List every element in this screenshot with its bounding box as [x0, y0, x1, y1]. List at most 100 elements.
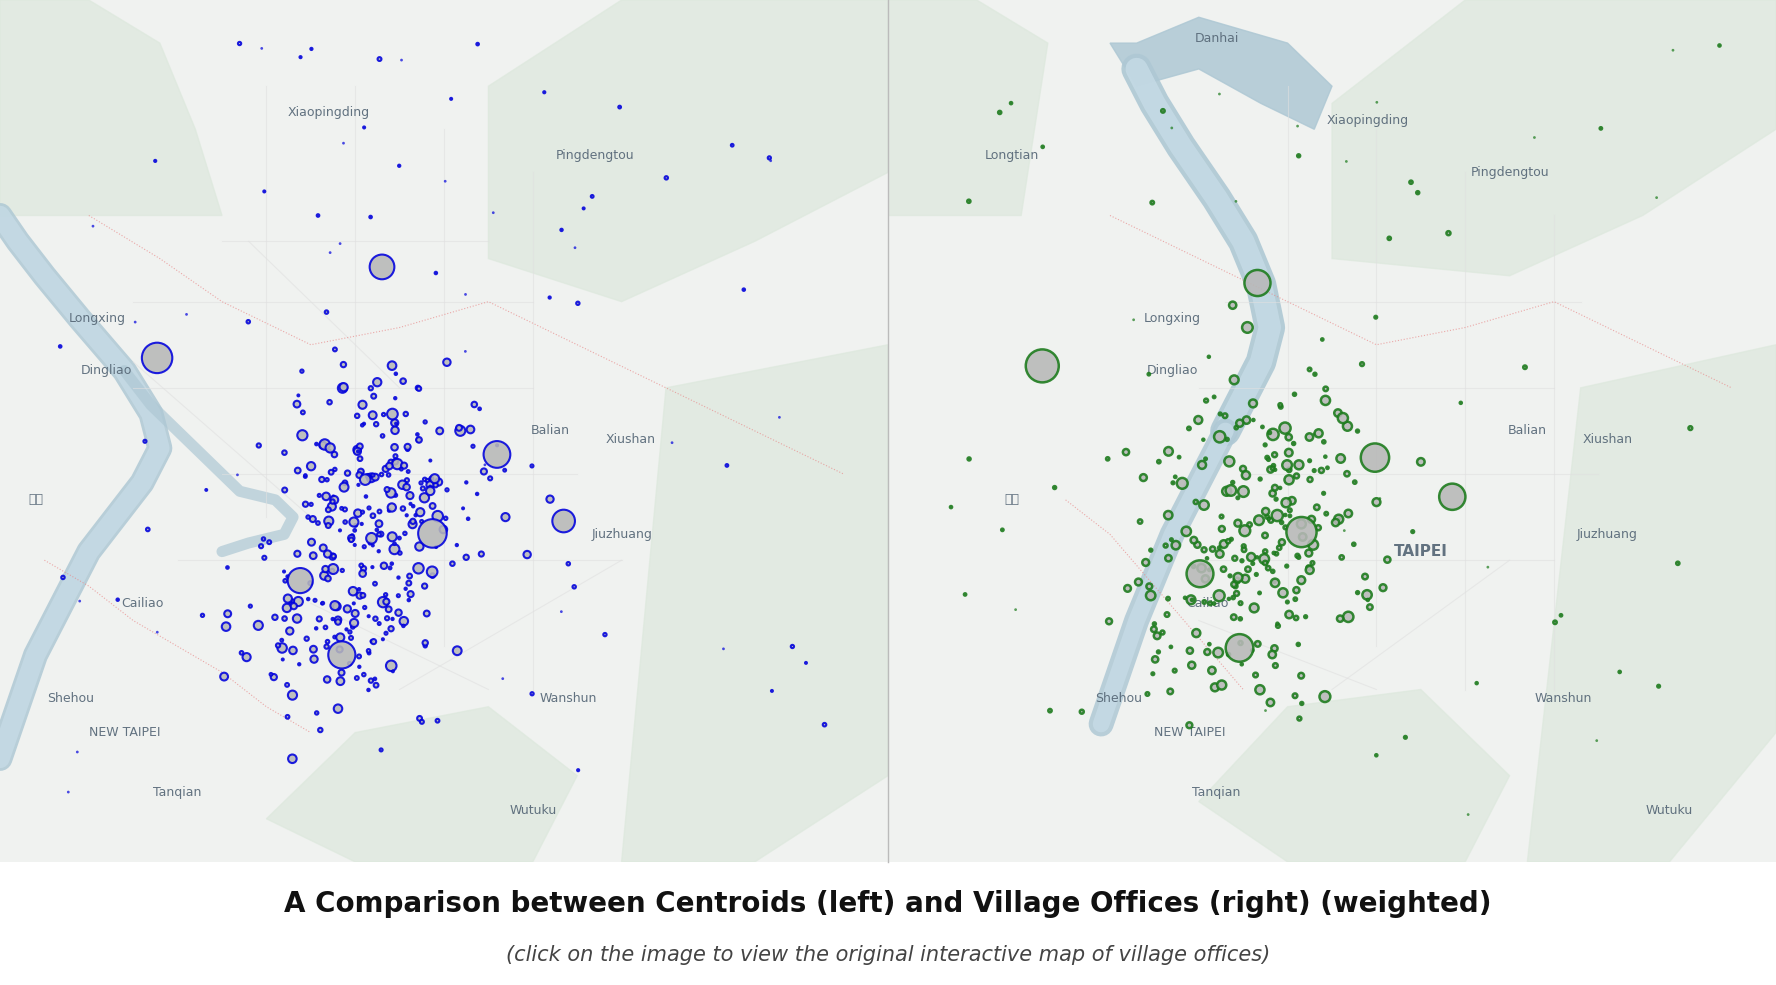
Point [1188, 457, 1217, 473]
Point [227, 645, 256, 661]
Point [426, 423, 455, 438]
Point [1455, 807, 1483, 822]
Point [1266, 480, 1295, 495]
Point [1220, 372, 1249, 388]
Point [313, 472, 341, 488]
Point [387, 461, 416, 477]
Point [1252, 503, 1280, 519]
Point [337, 630, 366, 646]
Point [1275, 429, 1304, 445]
Point [330, 514, 359, 530]
Point [1295, 429, 1323, 445]
Point [712, 458, 741, 474]
Point [1403, 185, 1431, 201]
Point [1664, 556, 1693, 571]
Point [1265, 618, 1293, 633]
Point [309, 437, 337, 453]
Point [1268, 514, 1296, 530]
Point [1321, 515, 1350, 531]
Point [1288, 572, 1316, 588]
Point [1192, 393, 1220, 409]
Point [297, 575, 325, 591]
Point [345, 581, 373, 597]
Point [1334, 505, 1362, 521]
Point [353, 468, 382, 484]
Point [275, 595, 304, 611]
Point [1257, 512, 1286, 528]
Point [398, 516, 426, 532]
Point [987, 522, 1016, 538]
Point [1144, 627, 1172, 643]
Point [1284, 118, 1312, 134]
Point [394, 441, 423, 457]
Text: Xiushan: Xiushan [1582, 433, 1632, 446]
Point [368, 467, 396, 483]
Point [378, 529, 407, 545]
Point [247, 539, 275, 555]
Point [1295, 453, 1323, 469]
Point [1229, 539, 1257, 555]
Polygon shape [266, 707, 577, 862]
Point [330, 480, 359, 495]
Point [297, 534, 325, 550]
Point [274, 709, 302, 725]
Point [392, 480, 421, 495]
Point [792, 655, 821, 671]
Point [1352, 568, 1380, 584]
Point [1225, 640, 1254, 656]
Point [1195, 349, 1224, 364]
Point [1268, 535, 1296, 551]
Point [1177, 592, 1206, 608]
Point [1265, 540, 1293, 556]
Point [313, 672, 341, 688]
Point [1146, 454, 1174, 470]
Point [1302, 499, 1330, 515]
Point [297, 41, 325, 57]
Point [375, 458, 403, 474]
Point [78, 219, 107, 234]
Point [1259, 458, 1288, 474]
Point [1275, 445, 1304, 461]
Point [357, 209, 385, 225]
Point [369, 594, 398, 610]
Point [1323, 405, 1352, 421]
Point [339, 514, 368, 530]
Point [1218, 475, 1247, 491]
Point [1288, 524, 1316, 540]
Point [355, 645, 384, 661]
Point [1188, 560, 1217, 576]
Point [364, 527, 392, 543]
Point [373, 594, 401, 610]
Point [337, 532, 366, 548]
Point [469, 464, 497, 480]
Point [233, 649, 261, 665]
Polygon shape [488, 0, 888, 301]
Point [480, 205, 508, 221]
Text: 水稏: 水稏 [28, 493, 43, 506]
Point [1280, 591, 1309, 607]
Point [1256, 425, 1284, 440]
Text: (click on the image to view the original interactive map of village offices): (click on the image to view the original… [506, 946, 1270, 965]
Point [1177, 592, 1206, 608]
Point [1259, 545, 1288, 560]
Point [270, 563, 298, 579]
Point [1227, 595, 1256, 611]
Point [606, 99, 634, 115]
Point [437, 91, 465, 106]
Point [417, 526, 446, 542]
Point [1158, 532, 1186, 548]
Point [391, 581, 419, 597]
Point [535, 290, 563, 305]
Point [316, 464, 345, 480]
Point [554, 556, 583, 571]
Point [323, 597, 352, 613]
Point [1362, 748, 1391, 763]
Point [320, 561, 348, 577]
Point [407, 475, 435, 491]
Point [464, 36, 492, 52]
Point [1218, 590, 1247, 606]
Point [320, 549, 348, 564]
Point [339, 596, 368, 612]
Point [1119, 312, 1147, 328]
Point [1176, 643, 1204, 659]
